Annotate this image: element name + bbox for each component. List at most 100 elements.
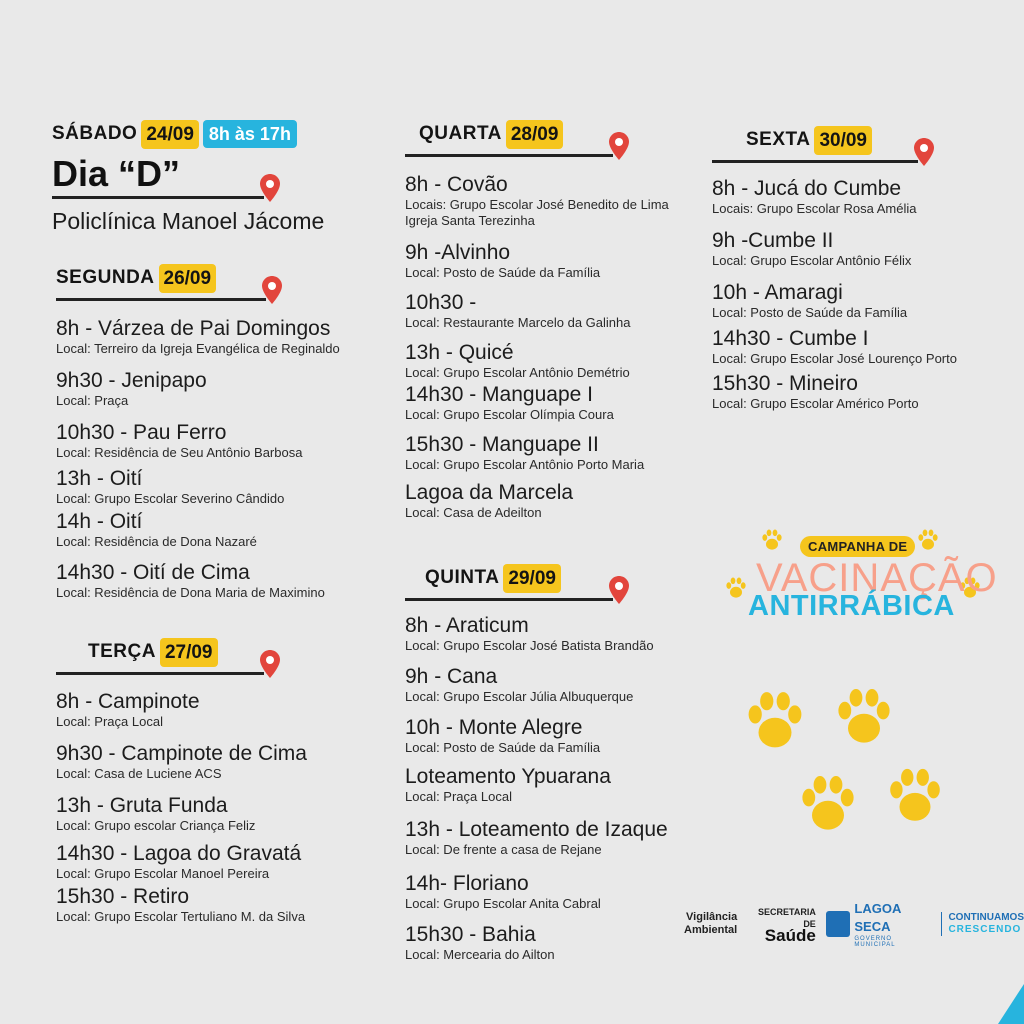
day-name: QUINTA [425,567,500,588]
schedule-entry: 14h30 - Oití de Cima Local: Residência d… [56,561,386,601]
location-pin-icon [609,132,629,160]
paw-small-icon [960,577,980,598]
entry-location: Local: Grupo Escolar José Batista Brandã… [405,638,654,653]
secretaria-logo: SECRETARIA DE Saúde [747,906,816,945]
entry-title: 15h30 - Mineiro [712,372,858,395]
friday-header: SEXTA 30/09 [712,124,1002,156]
wednesday-header: QUARTA 28/09 [405,118,705,150]
entry-title: 15h30 - Retiro [56,885,190,908]
thursday-header: QUINTA 29/09 [405,562,705,594]
day-name: TERÇA [88,641,156,662]
schedule-entry: 8h - Jucá do Cumbe Locais: Grupo Escolar… [712,177,1002,229]
entry-location: Local: Grupo Escolar Severino Cândido [56,491,285,506]
paw-small-icon [726,577,746,598]
entry-location: Locais: Grupo Escolar José Benedito de L… [405,197,669,212]
entry-location: Local: Grupo escolar Criança Feliz [56,818,256,833]
location-pin-icon [262,276,282,304]
entry-title: Lagoa da Marcela [405,481,574,504]
footer-logos: Vigilância Ambiental SECRETARIA DE Saúde… [684,900,1024,948]
slogan-line2: CRESCENDO [948,924,1022,935]
entry-title: 10h30 - [405,291,477,314]
entry-title: 9h30 - Jenipapo [56,369,207,392]
paw-small-icon [918,529,938,550]
entry-location: Local: Grupo Escolar José Lourenço Porto [712,351,957,366]
entry-location: Local: Praça Local [56,714,163,729]
day-name: SÁBADO [52,123,138,144]
date-badge: 28/09 [505,119,564,149]
entry-location: Local: Posto de Saúde da Família [405,740,601,755]
divider [405,132,629,160]
entry-location: Local: Grupo Escolar Antônio Demétrio [405,365,630,380]
paw-print-icon [890,768,940,821]
schedule-entry: 10h - Amaragi Local: Posto de Saúde da F… [712,281,1002,327]
entry-title: 13h - Gruta Funda [56,794,228,817]
entry-location: Local: Restaurante Marcelo da Galinha [405,315,631,330]
schedule-entry: 13h - Oití Local: Grupo Escolar Severino… [56,467,386,510]
antirabies-title: ANTIRRÁBICA [748,590,955,622]
paw-small-icon [762,529,782,550]
saturday-block: SÁBADO 24/09 8h às 17h Dia “D” Policlíni… [52,118,342,235]
entry-title: 13h - Quicé [405,341,514,364]
entry-location-2: Igreja Santa Terezinha [405,213,535,228]
schedule-entry: 13h - Quicé Local: Grupo Escolar Antônio… [405,341,705,383]
paw-print-icon [748,692,802,748]
entry-location: Local: De frente a casa de Rejane [405,842,602,857]
schedule-entry: 14h30 - Cumbe I Local: Grupo Escolar Jos… [712,327,1002,372]
date-badge: 24/09 [141,119,199,149]
city-line1: LAGOA [854,901,902,916]
entry-title: 10h - Amaragi [712,281,843,304]
entry-title: 8h - Araticum [405,614,529,637]
day-name: SEXTA [746,129,811,150]
city-emblem-icon [825,911,851,937]
dia-d-title: Dia “D” [52,153,181,194]
entry-title: 14h30 - Oití de Cima [56,561,250,584]
location-pin-icon [260,650,280,678]
campaign-logo: CAMPANHA DE VACINAÇÃO ANTIRRÁBICA [720,520,1000,630]
schedule-entry: 14h30 - Lagoa do Gravatá Local: Grupo Es… [56,842,386,885]
date-badge: 30/09 [814,125,872,155]
entry-title: 9h30 - Campinote de Cima [56,742,307,765]
schedule-entry: 8h - Araticum Local: Grupo Escolar José … [405,614,705,665]
schedule-entry: 14h- Floriano Local: Grupo Escolar Anita… [405,872,705,923]
schedule-entry: Loteamento Ypuarana Local: Praça Local [405,765,705,818]
slogan-logo: CONTINUAMOS CRESCENDO [941,912,1024,936]
entry-title: 8h - Várzea de Pai Domingos [56,317,331,340]
divider [56,276,282,304]
schedule-entry: 15h30 - Retiro Local: Grupo Escolar Tert… [56,885,386,925]
schedule-entry: 13h - Loteamento de Izaque Local: De fre… [405,818,705,872]
entry-title: 14h30 - Lagoa do Gravatá [56,842,302,865]
day-name: SEGUNDA [56,267,155,288]
location-pin-icon [914,138,934,166]
hours-badge: 8h às 17h [202,120,297,148]
friday-block: SEXTA 30/09 8h - Jucá do Cumbe Locais: G… [712,124,1002,412]
date-badge: 27/09 [159,637,218,667]
gov-line: GOVERNO MUNICIPAL [854,936,896,948]
corner-accent-shape [998,984,1024,1024]
schedule-entry: 9h -Cumbe II Local: Grupo Escolar Antôni… [712,229,1002,281]
entry-title: 13h - Loteamento de Izaque [405,818,668,841]
entry-location: Local: Casa de Adeilton [405,505,542,520]
entry-title: 14h30 - Manguape I [405,383,593,406]
entry-location: Locais: Grupo Escolar Rosa Amélia [712,201,917,216]
vigilancia-logo: Vigilância Ambiental [684,911,737,937]
entry-location: Local: Terreiro da Igreja Evangélica de … [56,341,340,356]
schedule-entry: 8h - Várzea de Pai Domingos Local: Terre… [56,317,386,369]
monday-header: SEGUNDA 26/09 [56,262,386,294]
entry-location: Local: Posto de Saúde da Família [712,305,908,320]
entry-location: Local: Residência de Seu Antônio Barbosa [56,445,303,460]
thursday-block: QUINTA 29/09 8h - Araticum Local: Grupo … [405,562,705,963]
sec-line2: Saúde [764,926,816,945]
entry-location: Local: Grupo Escolar Manoel Pereira [56,866,270,881]
entry-title: 13h - Oití [56,467,143,490]
entry-title: 14h - Oití [56,510,143,533]
entry-location: Local: Casa de Luciene ACS [56,766,222,781]
entry-title: 14h30 - Cumbe I [712,327,869,350]
location-pin-icon [260,174,280,202]
entry-title: 8h - Covão [405,173,508,196]
divider [56,650,280,678]
vig-line1: Vigilância [686,911,738,923]
saturday-header: SÁBADO 24/09 8h às 17h [52,118,342,150]
entry-title: 9h -Cumbe II [712,229,834,252]
entry-location: Local: Grupo Escolar Júlia Albuquerque [405,689,634,704]
sec-line1: SECRETARIA DE [757,907,816,929]
